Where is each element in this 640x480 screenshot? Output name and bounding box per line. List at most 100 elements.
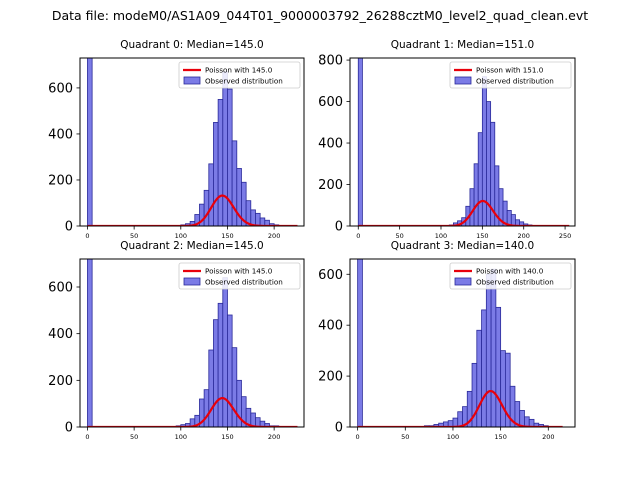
histogram-bar bbox=[476, 329, 482, 427]
histogram-bar bbox=[217, 99, 224, 226]
histogram-bar bbox=[477, 132, 483, 226]
axes-frame bbox=[349, 258, 576, 428]
quadrant-1-chart: 0 50 100 150 200 250 0 200 400 600 800 Quadrant 1: … bbox=[318, 39, 576, 240]
histogram-bar bbox=[208, 163, 214, 226]
legend: Poisson with 151.0 Observed distribution bbox=[449, 61, 572, 89]
legend-observed-swatch bbox=[454, 277, 472, 286]
histogram-bar bbox=[87, 259, 93, 427]
y-tick-label: 800 bbox=[318, 54, 343, 69]
legend-observed-swatch bbox=[183, 277, 201, 286]
x-tick-label: 100 bbox=[435, 232, 447, 240]
axes-title: Quadrant 3: Median=140.0 bbox=[391, 240, 534, 252]
y-tick-label: 0 bbox=[335, 421, 343, 436]
quadrant-3-chart: 0 50 100 150 200 0 200 400 600 Quadrant 3: Median… bbox=[318, 240, 576, 441]
quadrant-2-chart: 0 50 100 150 200 0 200 400 600 Quadrant 2: Median… bbox=[48, 240, 305, 441]
legend-box bbox=[178, 61, 301, 89]
y-tick-label: 200 bbox=[318, 178, 343, 193]
quadrant-0-plot-area bbox=[87, 58, 298, 226]
x-tick-label: 250 bbox=[559, 232, 571, 240]
x-tick-label: 50 bbox=[401, 433, 409, 441]
x-tick-label: 150 bbox=[476, 232, 488, 240]
x-tick-label: 0 bbox=[356, 433, 360, 441]
legend: Poisson with 140.0 Observed distribution bbox=[449, 262, 572, 290]
x-tick-label: 150 bbox=[221, 232, 233, 240]
histogram-bar bbox=[87, 58, 93, 226]
histogram-bar bbox=[264, 219, 270, 226]
histogram-bar bbox=[231, 347, 238, 427]
x-tick-label: 200 bbox=[542, 433, 554, 441]
x-tick-label: 50 bbox=[395, 232, 403, 240]
legend-poisson-label: Poisson with 145.0 bbox=[205, 66, 273, 75]
x-tick-label: 100 bbox=[175, 232, 187, 240]
legend-poisson-label: Poisson with 145.0 bbox=[205, 267, 273, 276]
y-tick-label: 600 bbox=[318, 95, 343, 110]
legend-observed-label: Observed distribution bbox=[205, 278, 283, 287]
y-tick-label: 400 bbox=[318, 319, 343, 334]
legend-box bbox=[449, 61, 572, 89]
histogram-bar bbox=[208, 349, 214, 427]
y-tick-label: 600 bbox=[318, 268, 343, 283]
x-tick-label: 100 bbox=[447, 433, 459, 441]
y-tick-label: 0 bbox=[65, 421, 73, 436]
y-tick-label: 600 bbox=[48, 281, 73, 296]
histogram-bar bbox=[357, 259, 363, 427]
histogram-bar bbox=[264, 423, 270, 427]
poisson-curve bbox=[358, 199, 570, 226]
histogram-bar bbox=[227, 314, 233, 427]
quadrant-1-plot-area bbox=[357, 58, 570, 226]
legend-observed-label: Observed distribution bbox=[205, 77, 283, 86]
histogram-bar bbox=[510, 214, 516, 226]
y-tick-label: 200 bbox=[48, 173, 73, 188]
legend-box bbox=[449, 262, 572, 290]
x-tick-label: 50 bbox=[130, 433, 138, 441]
x-tick-label: 100 bbox=[175, 433, 187, 441]
histogram-bar bbox=[457, 411, 463, 427]
axes-title: Quadrant 2: Median=145.0 bbox=[120, 240, 263, 252]
axes-title: Quadrant 0: Median=145.0 bbox=[120, 39, 263, 51]
legend-poisson-label: Poisson with 140.0 bbox=[476, 267, 544, 276]
histogram-bar bbox=[213, 122, 219, 226]
legend-poisson-label: Poisson with 151.0 bbox=[476, 66, 544, 75]
x-tick-label: 0 bbox=[85, 232, 89, 240]
legend-observed-swatch bbox=[454, 76, 472, 85]
x-tick-label: 200 bbox=[268, 232, 280, 240]
y-tick-label: 200 bbox=[48, 374, 73, 389]
histogram-bar bbox=[500, 350, 506, 427]
histogram-bar bbox=[203, 389, 210, 427]
histogram-bar bbox=[485, 273, 492, 427]
y-tick-label: 400 bbox=[318, 137, 343, 152]
legend: Poisson with 145.0 Observed distribution bbox=[178, 61, 301, 89]
histogram-bar bbox=[481, 309, 487, 427]
quadrant-0-chart: 0 50 100 150 200 0 200 400 600 Quadrant 0: Median… bbox=[48, 39, 305, 240]
axes-title: Quadrant 1: Median=151.0 bbox=[391, 39, 534, 51]
legend-observed-swatch bbox=[183, 76, 201, 85]
x-tick-label: 200 bbox=[268, 433, 280, 441]
histogram-bar bbox=[222, 71, 228, 226]
histogram-bar bbox=[203, 189, 210, 226]
histogram-bar bbox=[490, 268, 497, 427]
x-tick-label: 0 bbox=[356, 232, 360, 240]
legend: Poisson with 145.0 Observed distribution bbox=[178, 262, 301, 290]
y-tick-label: 0 bbox=[335, 220, 343, 235]
axes-frame bbox=[349, 57, 576, 227]
x-tick-label: 150 bbox=[221, 433, 233, 441]
histogram-bar bbox=[481, 76, 487, 226]
legend-observed-label: Observed distribution bbox=[476, 278, 554, 287]
y-tick-label: 200 bbox=[318, 370, 343, 385]
histogram-bar bbox=[255, 212, 261, 226]
y-tick-label: 0 bbox=[65, 220, 73, 235]
histogram-bar bbox=[495, 306, 502, 427]
figure-suptitle: Data file: modeM0/AS1A09_044T01_90000037… bbox=[52, 8, 588, 23]
histogram-bar bbox=[473, 163, 479, 226]
x-tick-label: 200 bbox=[518, 232, 530, 240]
histogram-bar bbox=[357, 58, 363, 226]
x-tick-label: 150 bbox=[494, 433, 506, 441]
histogram-bar bbox=[213, 319, 219, 427]
quadrant-3-plot-area bbox=[357, 259, 563, 427]
legend-box bbox=[178, 262, 301, 290]
legend-observed-label: Observed distribution bbox=[476, 77, 554, 86]
histogram-bar bbox=[469, 188, 475, 226]
y-tick-label: 400 bbox=[48, 127, 73, 142]
x-tick-label: 0 bbox=[85, 433, 89, 441]
